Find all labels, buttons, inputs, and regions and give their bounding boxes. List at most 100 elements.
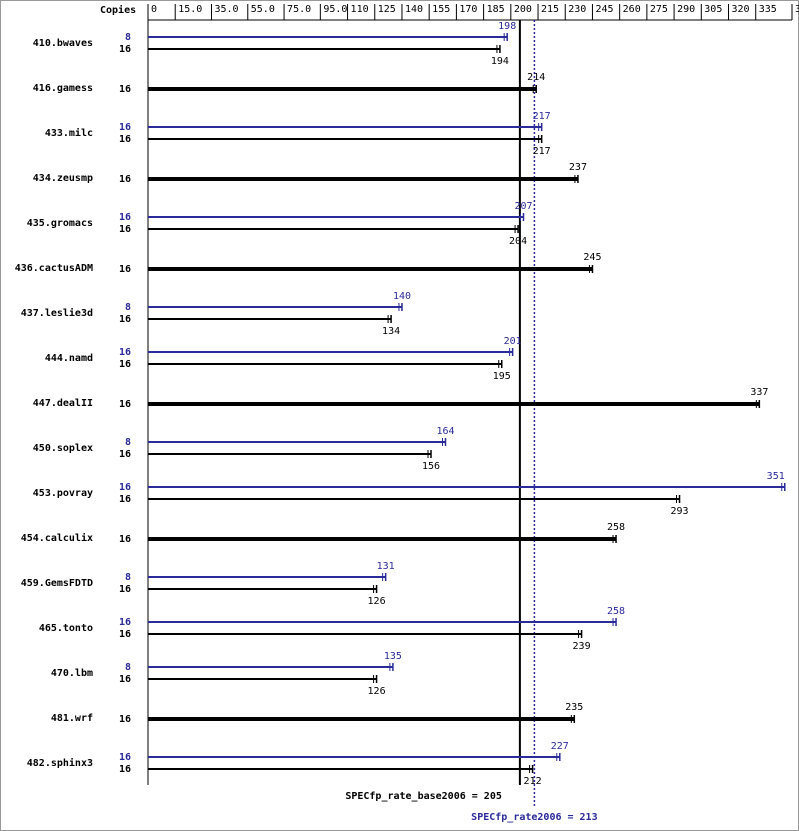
copies-label: 16 [119,534,131,545]
x-tick-label: 35.0 [214,4,238,15]
value-label: 194 [491,56,509,67]
copies-label: 16 [119,84,131,95]
x-tick-label: 95.0 [323,4,347,15]
value-label: 156 [422,461,440,472]
benchmark-name: 436.cactusADM [15,263,93,274]
value-label: 140 [393,291,411,302]
value-label: 126 [368,686,386,697]
benchmark-name: 433.milc [45,127,93,139]
base-ref-label: SPECfp_rate_base2006 = 205 [345,791,502,802]
x-tick-label: 200 [514,4,532,15]
benchmark-name: 465.tonto [39,623,93,634]
benchmark-name: 434.zeusmp [33,173,93,184]
copies-label: 8 [125,662,131,673]
copies-label: 16 [119,212,131,223]
x-tick-label: 230 [568,4,586,15]
value-label: 126 [368,596,386,607]
copies-label: 16 [119,122,131,133]
value-label: 245 [583,252,601,263]
x-tick-label: 215 [541,4,559,15]
value-label: 337 [750,387,768,398]
x-tick-label: 245 [595,4,613,15]
copies-label: 16 [119,359,131,370]
copies-label: 16 [119,44,131,55]
peak-ref-label: SPECfp_rate2006 = 213 [471,812,597,823]
x-tick-label: 0 [151,4,157,15]
copies-label: 8 [125,572,131,583]
x-tick-label: 355 [795,4,799,15]
value-label: 235 [565,702,583,713]
x-tick-label: 290 [677,4,695,15]
value-label: 217 [533,111,551,122]
value-label: 351 [767,471,785,482]
value-label: 258 [607,606,625,617]
x-tick-label: 260 [623,4,641,15]
benchmark-name: 450.soplex [33,443,93,454]
x-axis-label: Copies [100,4,136,16]
benchmark-name: 410.bwaves [33,38,93,49]
value-label: 214 [527,72,545,83]
copies-label: 16 [119,617,131,628]
copies-label: 16 [119,347,131,358]
value-label: 237 [569,162,587,173]
benchmark-name: 435.gromacs [27,218,93,229]
x-tick-label: 155 [432,4,450,15]
benchmark-name: 454.calculix [21,532,93,544]
x-tick-label: 75.0 [287,4,311,15]
value-label: 212 [524,776,542,787]
value-label: 293 [670,506,688,517]
x-tick-label: 305 [704,4,722,15]
copies-label: 16 [119,174,131,185]
copies-label: 16 [119,482,131,493]
copies-label: 16 [119,224,131,235]
value-label: 207 [514,201,532,212]
value-label: 201 [504,336,522,347]
benchmark-name: 447.dealII [33,398,93,409]
copies-label: 16 [119,584,131,595]
copies-label: 16 [119,399,131,410]
value-label: 239 [573,641,591,652]
value-label: 134 [382,326,400,337]
x-tick-label: 170 [459,4,477,15]
copies-label: 16 [119,449,131,460]
benchmark-name: 444.namd [45,353,93,364]
value-label: 164 [436,426,454,437]
x-tick-label: 335 [759,4,777,15]
benchmark-name: 482.sphinx3 [27,757,93,769]
benchmark-name: 453.povray [33,488,93,499]
x-tick-label: 185 [487,4,505,15]
value-label: 258 [607,522,625,533]
x-tick-label: 125 [378,4,396,15]
x-tick-label: 55.0 [251,4,275,15]
copies-label: 16 [119,314,131,325]
benchmark-name: 470.lbm [51,668,93,679]
copies-label: 16 [119,629,131,640]
value-label: 204 [509,236,527,247]
x-tick-label: 15.0 [178,4,202,15]
benchmark-name: 459.GemsFDTD [21,578,93,589]
copies-label: 16 [119,752,131,763]
benchmark-name: 416.gamess [33,83,93,94]
copies-label: 16 [119,674,131,685]
x-tick-label: 110 [351,4,369,15]
x-tick-label: 320 [732,4,750,15]
copies-label: 16 [119,134,131,145]
copies-label: 16 [119,494,131,505]
copies-label: 8 [125,302,131,313]
copies-label: 8 [125,437,131,448]
x-tick-label: 275 [650,4,668,15]
value-label: 198 [498,21,516,32]
copies-label: 16 [119,714,131,725]
value-label: 135 [384,651,402,662]
benchmark-name: 481.wrf [51,713,93,724]
copies-label: 8 [125,32,131,43]
value-label: 195 [493,371,511,382]
value-label: 131 [377,561,395,572]
copies-label: 16 [119,264,131,275]
benchmark-name: 437.leslie3d [21,307,93,319]
value-label: 227 [551,741,569,752]
copies-label: 16 [119,764,131,775]
value-label: 217 [533,146,551,157]
x-tick-label: 140 [405,4,423,15]
